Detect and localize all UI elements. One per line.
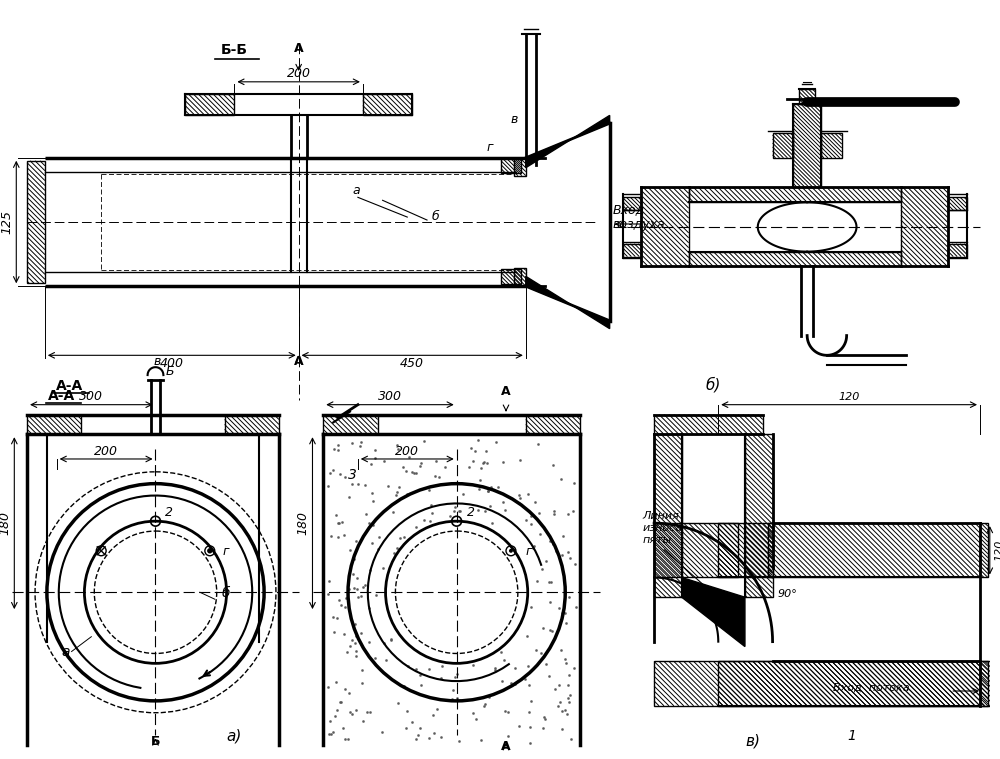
Text: 2: 2	[165, 506, 173, 519]
Text: 90°: 90°	[778, 589, 797, 599]
Bar	[793, 103, 821, 187]
Bar	[773, 133, 793, 158]
Polygon shape	[526, 276, 610, 329]
Text: 400: 400	[160, 357, 184, 370]
Text: в): в)	[745, 733, 760, 748]
Text: Вход  потока: Вход потока	[833, 683, 910, 693]
Text: 300: 300	[79, 390, 103, 403]
Text: Б-Б: Б-Б	[221, 43, 248, 57]
Text: 450: 450	[400, 357, 424, 370]
Bar	[768, 523, 773, 578]
Text: 1: 1	[847, 729, 856, 743]
Text: 120: 120	[838, 392, 860, 402]
Text: а): а)	[227, 729, 242, 743]
Bar	[363, 93, 412, 115]
Bar	[654, 434, 682, 597]
Bar	[225, 414, 279, 434]
Bar	[514, 269, 526, 286]
Text: Б: Б	[165, 365, 174, 378]
Bar	[501, 158, 521, 172]
Bar	[980, 523, 988, 578]
Text: б: б	[222, 586, 230, 600]
Text: А: А	[501, 740, 511, 753]
Bar	[185, 93, 234, 115]
Bar	[901, 187, 948, 266]
Bar	[654, 661, 1000, 706]
Circle shape	[509, 549, 513, 553]
Text: а: а	[353, 184, 361, 197]
Text: 120: 120	[995, 540, 1000, 561]
Bar	[821, 133, 842, 158]
Bar	[980, 661, 988, 706]
Text: А-А: А-А	[48, 389, 75, 403]
Bar	[718, 661, 980, 706]
Bar	[623, 197, 641, 210]
Text: А: А	[294, 355, 303, 368]
Polygon shape	[682, 578, 745, 647]
Text: А: А	[501, 385, 511, 398]
Bar	[948, 197, 967, 210]
Circle shape	[386, 521, 528, 663]
Text: 180: 180	[296, 511, 309, 535]
Text: А-А: А-А	[56, 379, 83, 393]
Bar	[514, 158, 526, 175]
Text: б): б)	[706, 377, 721, 393]
Bar	[501, 269, 521, 284]
Text: г: г	[223, 545, 229, 558]
Bar	[623, 244, 641, 257]
Text: Вход
воздуха: Вход воздуха	[613, 203, 665, 231]
Bar	[948, 244, 967, 257]
Bar	[526, 414, 580, 434]
Bar	[27, 414, 81, 434]
Text: 180: 180	[0, 511, 11, 535]
Bar	[799, 89, 815, 103]
Bar	[654, 523, 738, 578]
Bar	[654, 414, 763, 434]
Bar	[323, 414, 378, 434]
Bar	[718, 523, 980, 578]
Text: 200: 200	[287, 68, 311, 80]
Text: Б: Б	[151, 735, 160, 748]
Text: в: в	[154, 355, 161, 368]
Text: 2: 2	[467, 506, 475, 519]
Bar	[745, 434, 773, 597]
Bar	[689, 187, 901, 202]
Text: г: г	[486, 141, 493, 154]
Text: Линия
износа
пяты: Линия износа пяты	[642, 512, 682, 545]
Text: 125: 125	[0, 210, 13, 234]
Circle shape	[208, 549, 212, 553]
Bar	[641, 187, 689, 266]
Text: А: А	[294, 43, 303, 55]
Text: в: в	[511, 113, 518, 126]
Text: 300: 300	[378, 390, 402, 403]
Text: г: г	[526, 545, 532, 558]
Text: б: б	[432, 210, 440, 223]
Text: 200: 200	[94, 445, 118, 458]
Polygon shape	[526, 115, 610, 168]
Text: 200: 200	[395, 445, 419, 458]
Bar	[689, 252, 901, 266]
Text: 3: 3	[348, 468, 357, 482]
Bar	[27, 161, 45, 283]
Text: а: а	[62, 645, 70, 660]
